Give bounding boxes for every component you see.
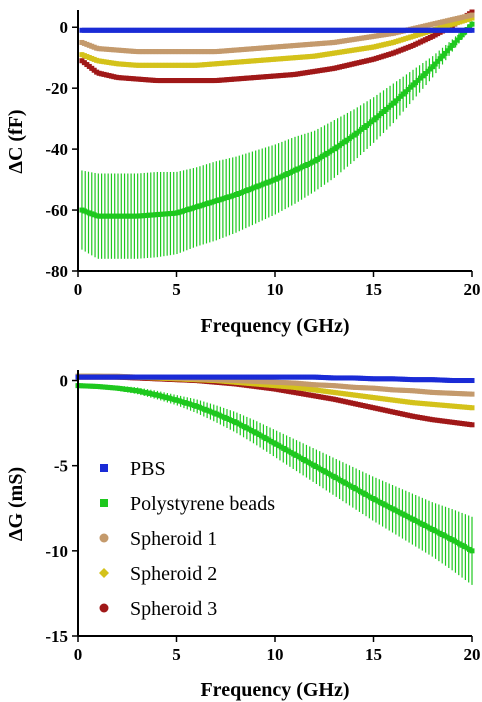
data-point xyxy=(467,24,473,30)
x-axis-title: Frequency (GHz) xyxy=(200,679,349,701)
data-point xyxy=(469,405,475,411)
x-tick-label: 20 xyxy=(464,645,481,664)
series-pbs xyxy=(79,27,475,33)
y-axis-title: ΔG (mS) xyxy=(5,467,27,541)
y-tick-label: -80 xyxy=(45,262,68,281)
data-point xyxy=(469,378,475,384)
data-point xyxy=(447,45,453,51)
x-tick-label: 5 xyxy=(172,280,181,299)
legend-item-spheroid-1: Spheroid 1 xyxy=(99,528,217,550)
data-point xyxy=(469,27,475,33)
legend-marker xyxy=(99,568,109,578)
x-tick-label: 0 xyxy=(74,280,83,299)
data-point xyxy=(469,422,475,428)
y-tick-label: -20 xyxy=(45,79,68,98)
y-tick-label: 0 xyxy=(60,18,69,37)
data-point xyxy=(459,32,465,38)
data-point xyxy=(469,548,475,554)
legend-label: Spheroid 2 xyxy=(130,563,217,585)
x-tick-label: 0 xyxy=(74,645,83,664)
data-point xyxy=(435,58,441,64)
x-axis-title: Frequency (GHz) xyxy=(200,315,349,337)
data-point xyxy=(469,21,475,27)
legend-marker xyxy=(99,533,109,543)
x-tick-label: 10 xyxy=(267,280,284,299)
data-point xyxy=(469,9,475,15)
data-point xyxy=(449,42,455,48)
legend: PBS Polystyrene beads Spheroid 1 Spheroid 2… xyxy=(99,458,275,620)
y-tick-label: -40 xyxy=(45,140,68,159)
series-spheroid-2 xyxy=(79,15,475,68)
legend-item-polystyrene-beads: Polystyrene beads xyxy=(100,493,275,515)
y-tick-label: -60 xyxy=(45,201,68,220)
series-polystyrene-beads xyxy=(75,383,475,585)
y-tick-label: -5 xyxy=(54,457,68,476)
legend-label: PBS xyxy=(130,458,166,480)
data-point xyxy=(454,37,460,43)
y-tick-label: -15 xyxy=(45,627,68,646)
x-tick-label: 15 xyxy=(365,645,382,664)
panel-conductance: 0 5 10 15 20 0 -5 -10 -15 Frequency (GHz) ΔG (mS) P… xyxy=(5,370,481,701)
x-tick-label: 20 xyxy=(464,280,481,299)
data-point xyxy=(430,64,436,70)
data-point xyxy=(469,12,475,18)
data-point xyxy=(444,48,450,54)
data-point xyxy=(432,61,438,67)
data-point xyxy=(442,50,448,56)
legend-label: Polystyrene beads xyxy=(130,493,275,515)
legend-marker xyxy=(99,603,109,613)
data-point xyxy=(469,391,475,397)
legend-item-spheroid-3: Spheroid 3 xyxy=(99,598,217,620)
x-tick-label: 5 xyxy=(172,645,181,664)
legend-label: Spheroid 3 xyxy=(130,598,217,620)
y-tick-label: 0 xyxy=(60,372,69,391)
x-tick-label: 15 xyxy=(365,280,382,299)
panel-capacitance: 0 5 10 15 20 0 -20 -40 -60 -80 Frequency (GHz) ΔC (… xyxy=(5,9,481,337)
legend-marker xyxy=(100,499,108,507)
legend-label: Spheroid 1 xyxy=(130,528,217,550)
legend-item-pbs: PBS xyxy=(100,458,166,480)
series-pbs xyxy=(75,374,475,384)
data-point xyxy=(452,40,458,46)
series-spheroid-3 xyxy=(79,9,475,84)
x-tick-label: 10 xyxy=(267,645,284,664)
legend-marker xyxy=(100,464,108,472)
y-tick-label: -10 xyxy=(45,542,68,561)
y-axis-title: ΔC (fF) xyxy=(5,109,27,173)
data-point xyxy=(440,53,446,59)
series-polystyrene-beads xyxy=(79,21,475,259)
legend-item-spheroid-2: Spheroid 2 xyxy=(99,563,217,585)
data-point xyxy=(437,56,443,62)
data-point xyxy=(457,34,463,40)
